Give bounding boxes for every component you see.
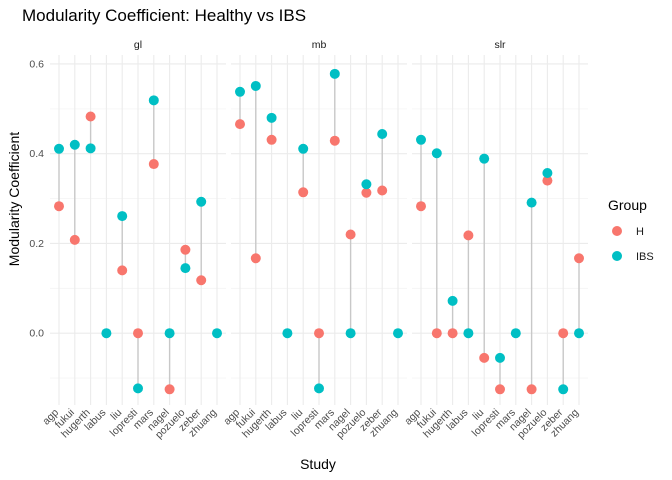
point-ibs-labus <box>101 328 112 339</box>
point-ibs-mars <box>510 328 521 339</box>
point-ibs-fukui <box>250 80 261 91</box>
point-ibs-zhuang <box>574 328 584 339</box>
point-h-pozuelo <box>361 187 372 198</box>
legend: Group H IBS <box>608 197 654 263</box>
point-h-fukui <box>250 253 261 264</box>
legend-key-ibs <box>612 251 622 261</box>
point-ibs-lopresti <box>495 352 505 363</box>
chart-title: Modularity Coefficient: Healthy vs IBS <box>22 6 306 25</box>
point-h-mars <box>329 135 340 146</box>
legend-key-h <box>612 226 622 236</box>
point-ibs-mars <box>329 68 340 79</box>
point-h-nagel <box>164 384 175 395</box>
point-ibs-agp <box>54 143 64 154</box>
point-h-hugerth <box>266 134 277 145</box>
point-h-liu <box>298 187 309 198</box>
y-tick-label: 0.2 <box>29 238 44 250</box>
point-ibs-mars <box>148 95 159 106</box>
legend-items: H IBS <box>612 226 654 263</box>
legend-label-h: H <box>636 226 644 238</box>
point-ibs-lopresti <box>314 383 324 394</box>
point-ibs-zeber <box>558 384 569 395</box>
point-ibs-pozuelo <box>361 179 372 190</box>
point-ibs-fukui <box>431 148 442 159</box>
point-h-mars <box>148 159 159 170</box>
y-tick-label: 0.4 <box>29 148 44 160</box>
point-h-hugerth <box>447 328 458 339</box>
point-h-nagel <box>345 229 356 240</box>
point-h-pozuelo <box>542 175 553 186</box>
point-ibs-liu <box>298 143 309 154</box>
x-axis-label: Study <box>300 456 336 472</box>
point-h-agp <box>416 201 426 212</box>
point-h-liu <box>479 352 490 363</box>
point-h-zhuang <box>574 253 584 264</box>
point-ibs-pozuelo <box>180 263 191 274</box>
point-h-agp <box>235 119 245 130</box>
point-ibs-nagel <box>164 328 175 339</box>
y-axis-label: Modularity Coefficient <box>6 132 22 266</box>
point-h-zeber <box>558 328 569 339</box>
point-ibs-hugerth <box>266 112 277 123</box>
point-ibs-zhuang <box>212 328 222 339</box>
point-ibs-lopresti <box>133 383 143 394</box>
point-ibs-hugerth <box>447 295 458 306</box>
point-ibs-nagel <box>526 197 537 208</box>
point-h-pozuelo <box>180 244 191 255</box>
point-h-lopresti <box>495 384 505 395</box>
point-h-liu <box>117 265 128 276</box>
point-h-nagel <box>526 384 537 395</box>
point-ibs-nagel <box>345 328 356 339</box>
point-ibs-pozuelo <box>542 168 553 179</box>
point-h-agp <box>54 201 64 212</box>
point-ibs-fukui <box>69 139 80 150</box>
point-ibs-agp <box>416 134 426 145</box>
point-ibs-zhuang <box>393 328 403 339</box>
legend-title: Group <box>608 197 647 213</box>
facet-label: slr <box>494 39 506 51</box>
point-h-hugerth <box>85 111 96 122</box>
point-ibs-agp <box>235 86 245 97</box>
legend-label-ibs: IBS <box>636 251 654 263</box>
point-h-fukui <box>431 328 442 339</box>
point-ibs-labus <box>463 328 474 339</box>
point-ibs-hugerth <box>85 143 96 154</box>
y-tick-label: 0.6 <box>29 58 44 70</box>
facet-label: gl <box>134 39 142 51</box>
point-ibs-liu <box>117 211 128 222</box>
point-ibs-zeber <box>196 196 207 207</box>
point-ibs-liu <box>479 153 490 164</box>
point-ibs-zeber <box>377 128 388 139</box>
facet-label: mb <box>312 39 327 51</box>
point-h-lopresti <box>133 328 143 339</box>
point-h-zeber <box>377 185 388 196</box>
point-ibs-labus <box>282 328 293 339</box>
y-tick-label: 0.0 <box>29 328 44 340</box>
point-h-lopresti <box>314 328 324 339</box>
point-h-zeber <box>196 275 207 286</box>
point-h-labus <box>463 230 474 241</box>
point-h-fukui <box>69 234 80 245</box>
